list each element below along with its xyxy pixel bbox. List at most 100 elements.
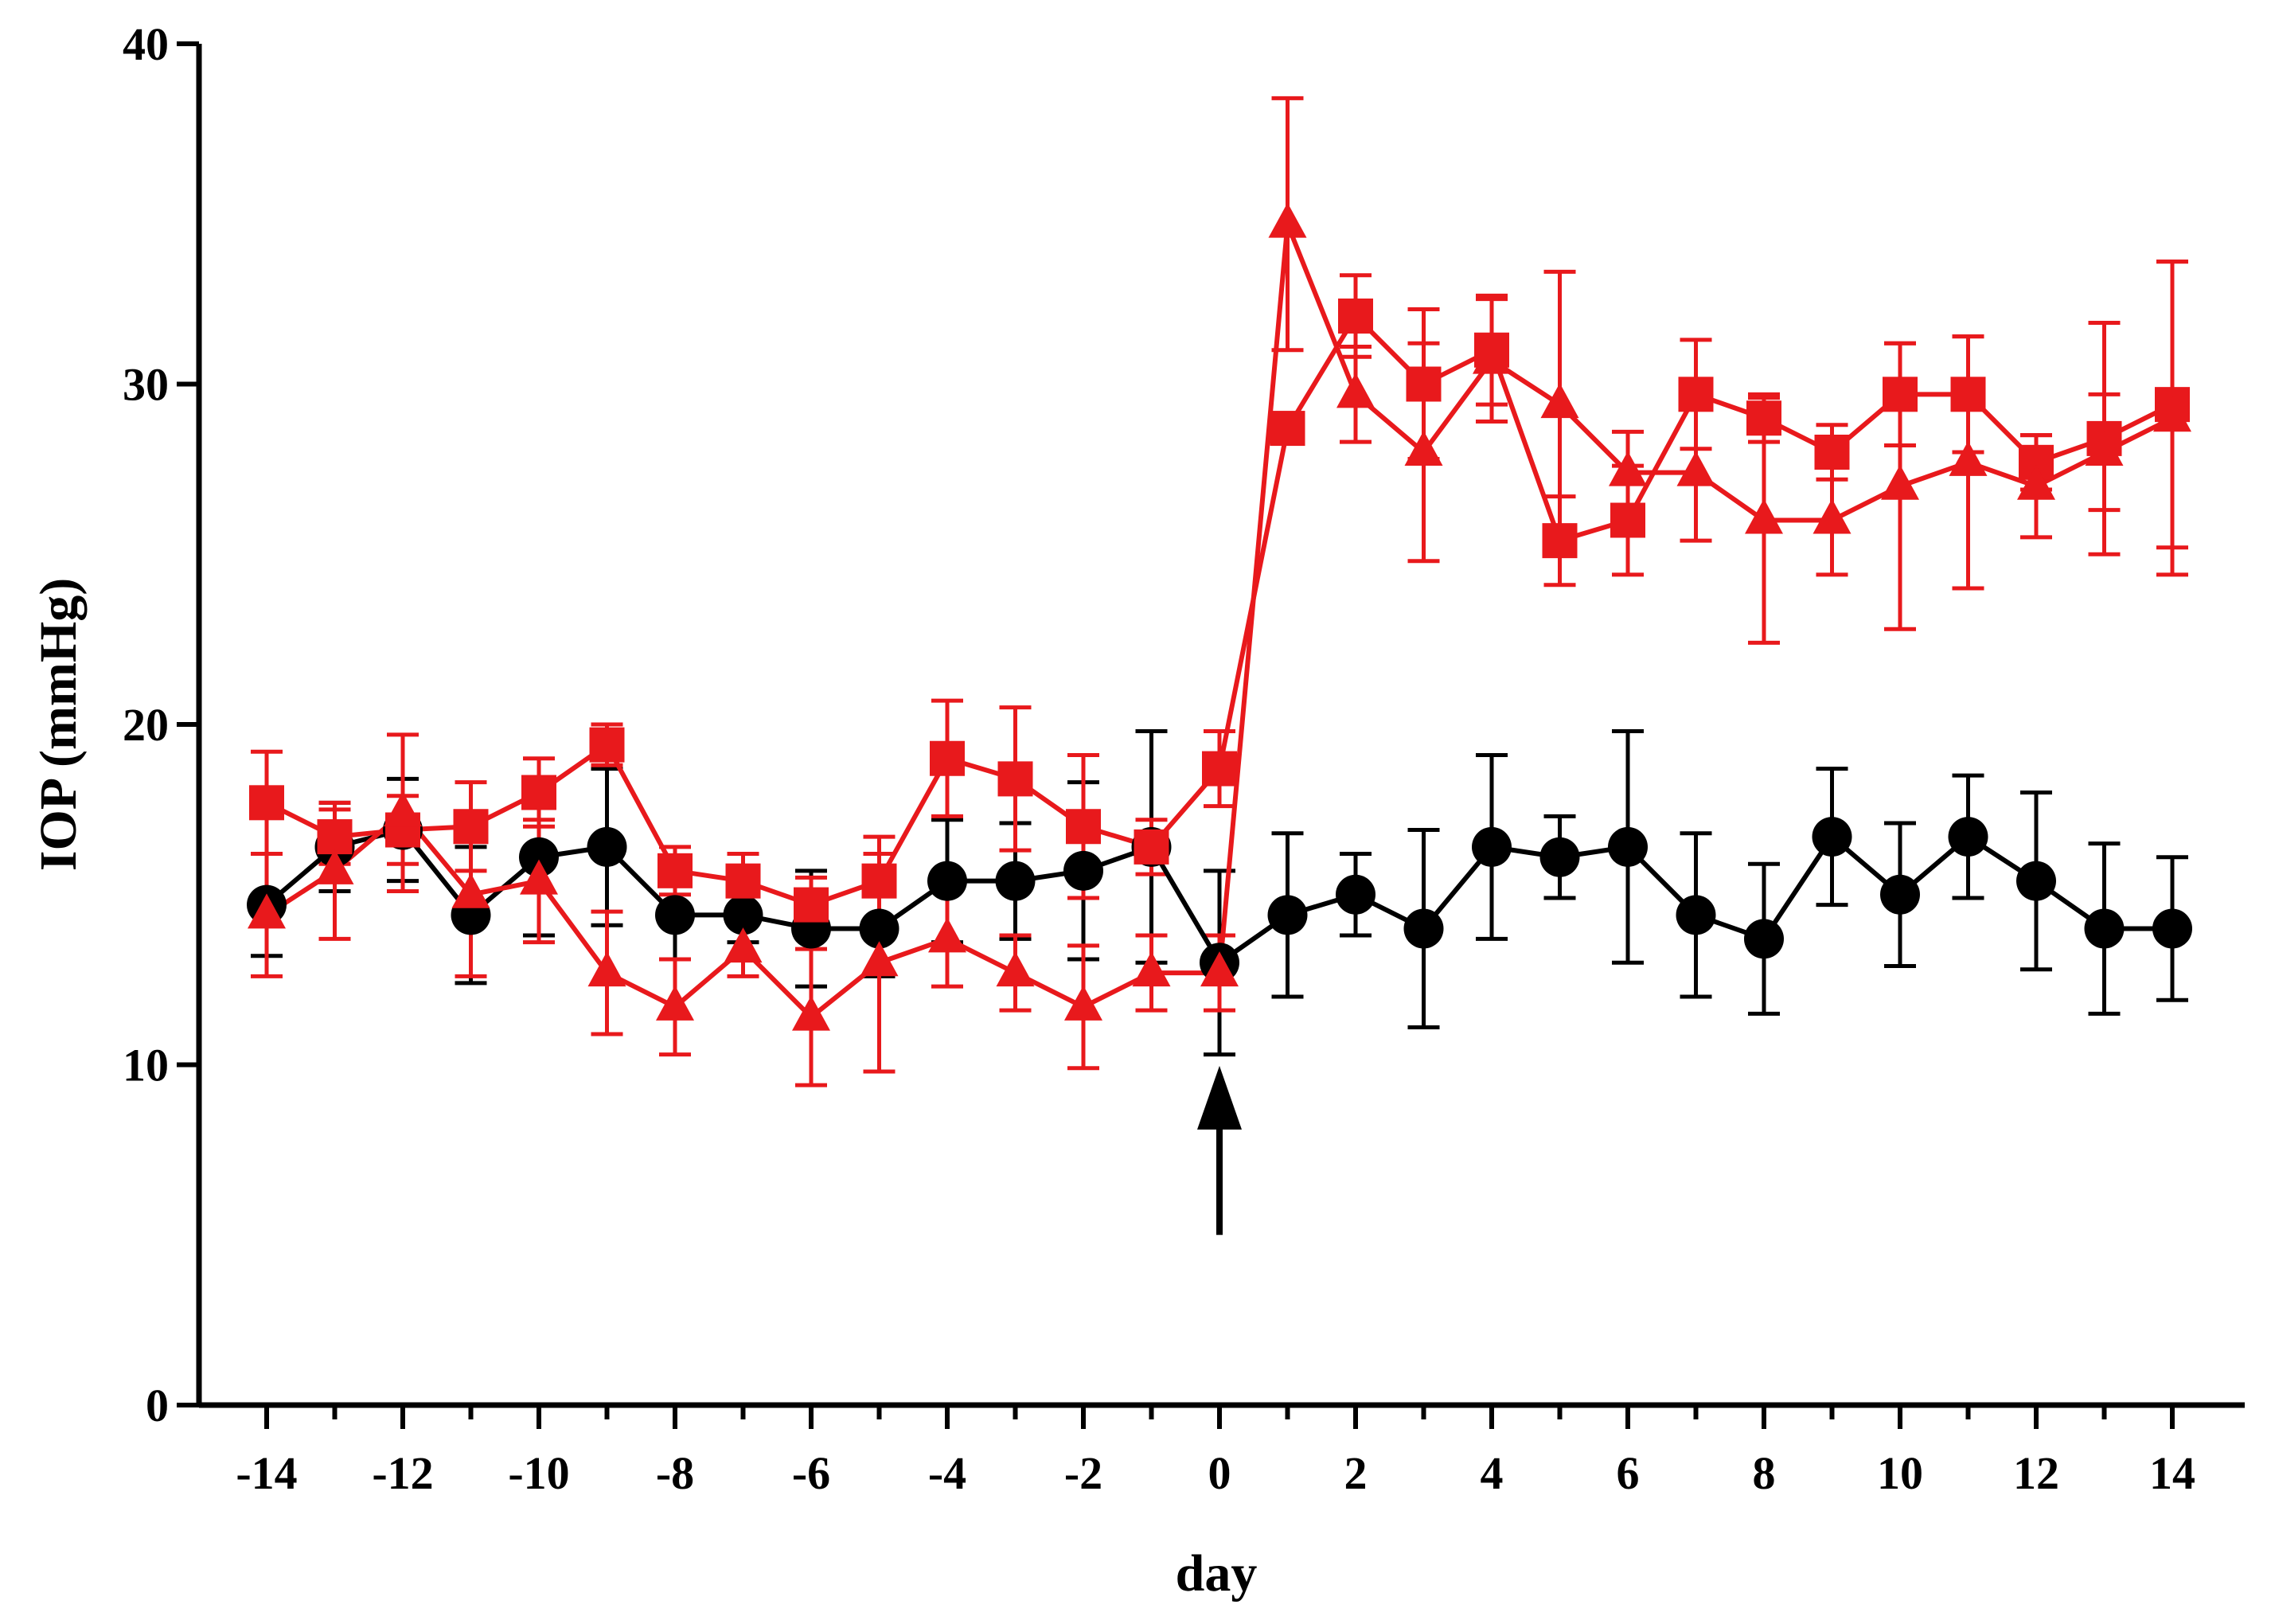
markers-layer	[247, 202, 2192, 1031]
data-point-circle	[1472, 826, 1512, 867]
x-tick-label: 2	[1344, 1447, 1368, 1499]
data-point-circle	[2084, 908, 2125, 949]
x-tick-label: 14	[2149, 1447, 2195, 1499]
data-point-triangle	[248, 893, 286, 929]
data-point-square	[1338, 299, 1373, 334]
data-point-square	[725, 863, 761, 899]
data-point-square	[1814, 435, 1850, 470]
data-point-square	[930, 740, 965, 776]
data-point-triangle	[1949, 440, 1988, 476]
y-tick-label: 40	[123, 18, 169, 70]
data-point-square	[589, 727, 625, 763]
data-point-square	[1746, 400, 1781, 436]
x-axis-title: day	[1176, 1544, 1258, 1603]
data-point-square	[521, 775, 556, 810]
data-point-triangle	[724, 927, 763, 963]
arrow-head	[1197, 1065, 1242, 1130]
data-point-triangle	[2153, 396, 2191, 432]
data-point-square	[317, 819, 353, 855]
data-point-triangle	[1745, 498, 1783, 534]
y-axis-title: IOP (mmHg)	[29, 578, 88, 871]
data-point-square	[1202, 751, 1237, 787]
data-point-square	[1270, 411, 1305, 447]
data-point-circle	[1948, 817, 1988, 857]
data-point-triangle	[656, 985, 694, 1021]
data-point-square	[657, 853, 693, 888]
data-point-square	[997, 761, 1033, 797]
data-point-circle	[1336, 874, 1375, 915]
data-point-triangle	[587, 951, 626, 987]
x-tick-label: 4	[1481, 1447, 1504, 1499]
data-point-circle	[587, 826, 627, 867]
data-point-triangle	[928, 917, 966, 953]
data-point-triangle	[1540, 383, 1579, 419]
axes-layer: 0 10 20 30 40 -14 -12 -10 -8 -6 -4 -2 0 2 4 6 8 10 12 14	[123, 18, 2245, 1499]
y-tick-label: 0	[146, 1380, 169, 1431]
x-tick-label: 8	[1753, 1447, 1776, 1499]
x-tick-label: -10	[508, 1447, 569, 1499]
data-point-square	[1134, 829, 1169, 865]
data-point-circle	[1267, 895, 1308, 935]
data-point-square	[1406, 366, 1442, 402]
data-point-circle	[1744, 919, 1784, 959]
x-tick-label: -14	[236, 1447, 297, 1499]
x-tick-label: -6	[792, 1447, 830, 1499]
data-point-square	[249, 785, 284, 821]
data-point-square	[1066, 809, 1101, 845]
y-tick-label: 10	[123, 1040, 169, 1091]
x-tick-label: 6	[1617, 1447, 1640, 1499]
data-point-circle	[927, 861, 967, 901]
x-tick-label: -8	[656, 1447, 694, 1499]
data-point-circle	[2016, 861, 2056, 901]
data-point-triangle	[451, 873, 490, 908]
data-point-circle	[859, 908, 899, 949]
y-tick-label: 20	[123, 699, 169, 751]
data-point-circle	[995, 861, 1036, 901]
data-point-triangle	[1676, 451, 1715, 486]
data-point-circle	[1608, 826, 1648, 867]
data-point-triangle	[315, 849, 354, 884]
data-point-triangle	[520, 859, 558, 895]
data-point-square	[861, 863, 897, 899]
data-point-circle	[723, 895, 763, 935]
data-point-triangle	[384, 791, 422, 827]
data-point-triangle	[860, 941, 899, 977]
data-point-circle	[1403, 908, 1444, 949]
x-tick-label: 10	[1877, 1447, 1923, 1499]
data-point-triangle	[1336, 373, 1375, 408]
data-point-square	[1883, 377, 1918, 412]
data-point-triangle	[1200, 951, 1239, 987]
data-point-triangle	[1268, 202, 1307, 238]
data-point-square	[1610, 502, 1645, 538]
data-point-triangle	[1473, 338, 1511, 374]
data-point-square	[1950, 377, 1986, 412]
x-tick-label: -12	[372, 1447, 433, 1499]
data-point-circle	[2152, 908, 2192, 949]
data-point-circle	[1539, 837, 1580, 877]
x-tick-label: -2	[1064, 1447, 1102, 1499]
data-point-triangle	[2085, 431, 2124, 466]
data-point-square	[453, 809, 489, 845]
annotations-layer	[1197, 1065, 1242, 1236]
data-point-square	[1542, 523, 1578, 559]
data-point-circle	[1812, 817, 1852, 857]
data-point-square	[1678, 377, 1714, 412]
data-point-circle	[655, 895, 695, 935]
x-tick-label: 0	[1208, 1447, 1231, 1499]
x-tick-label: -4	[928, 1447, 966, 1499]
y-tick-label: 30	[123, 359, 169, 411]
data-point-triangle	[996, 951, 1035, 987]
data-point-circle	[519, 837, 559, 877]
data-point-circle	[1676, 895, 1716, 935]
data-point-circle	[1880, 874, 1920, 915]
data-point-triangle	[1404, 431, 1443, 466]
error-bars-layer	[251, 96, 2188, 1087]
data-point-triangle	[1813, 498, 1852, 534]
data-point-circle	[1063, 850, 1103, 891]
x-tick-label: 12	[2013, 1447, 2059, 1499]
data-point-triangle	[1609, 451, 1647, 486]
data-point-triangle	[792, 995, 830, 1031]
data-point-triangle	[1881, 464, 1919, 500]
data-point-square	[794, 887, 829, 923]
